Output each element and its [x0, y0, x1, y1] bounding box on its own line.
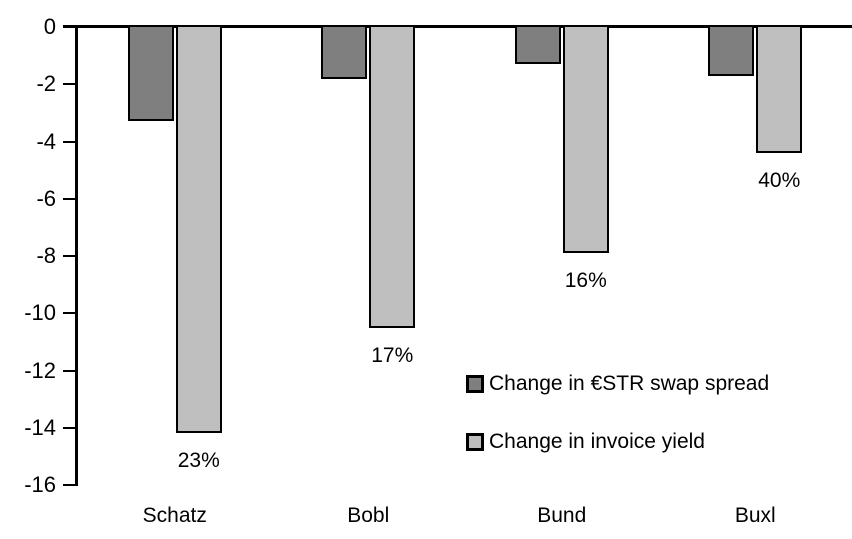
zero-baseline [63, 25, 852, 28]
y-axis-tick [63, 312, 75, 315]
legend-item-swap-spread: Change in €STR swap spread [466, 372, 769, 396]
y-axis-tick-label: -6 [36, 185, 56, 211]
y-axis-tick [63, 369, 75, 372]
y-axis-tick-label: -2 [36, 71, 56, 97]
bar-value-label-bobl: 17% [371, 343, 414, 367]
y-axis-tick [63, 255, 75, 257]
legend: Change in €STR swap spread Change in inv… [466, 372, 769, 488]
swap-spread-swatch-icon [466, 375, 484, 393]
bar-invoice-yield-bobl [369, 27, 416, 328]
y-axis-tick [63, 140, 75, 143]
legend-label-invoice-yield: Change in invoice yield [489, 430, 705, 453]
y-axis-tick-label: -12 [24, 357, 56, 383]
x-axis-category-label-bobl: Bobl [347, 504, 390, 527]
y-axis-tick-label: -10 [24, 300, 56, 326]
x-axis-category-label-bund: Bund [537, 504, 587, 527]
bar-swap-spread-bobl [321, 27, 368, 79]
bar-value-label-buxl: 40% [758, 168, 801, 192]
y-axis-tick-label: -16 [24, 472, 56, 497]
x-axis-category-label-buxl: Buxl [734, 504, 776, 527]
y-axis-tick [63, 426, 75, 429]
bar-swap-spread-buxl [708, 27, 755, 76]
bar-value-label-schatz: 23% [177, 449, 220, 473]
bar-swap-spread-bund [514, 27, 561, 65]
y-axis-tick-label: -8 [36, 243, 56, 268]
bar-invoice-yield-schatz [175, 27, 222, 434]
invoice-yield-swatch-icon [466, 433, 484, 451]
bar-invoice-yield-bund [562, 27, 609, 254]
y-axis-tick [63, 26, 75, 28]
y-axis-tick-label: -14 [24, 414, 56, 440]
y-axis-tick [63, 83, 75, 86]
x-axis-category-label-schatz: Schatz [142, 504, 207, 527]
y-axis-tick-label: 0 [43, 14, 56, 39]
y-axis-tick [63, 197, 75, 200]
legend-label-swap-spread: Change in €STR swap spread [489, 372, 770, 395]
y-axis-tick [63, 484, 75, 486]
legend-item-invoice-yield: Change in invoice yield [466, 430, 769, 454]
y-axis-line [75, 25, 78, 486]
y-axis-tick-label: -4 [36, 128, 56, 154]
bar-value-label-bund: 16% [564, 269, 607, 293]
bar-swap-spread-schatz [127, 27, 174, 122]
bar-invoice-yield-buxl [756, 27, 803, 153]
